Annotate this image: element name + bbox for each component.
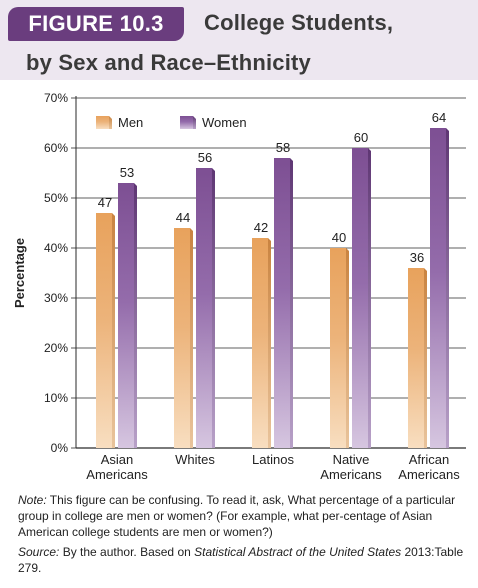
figure-title-line-1: College Students, [204,10,394,35]
men-legend-swatch [96,116,109,129]
men-bar-side [190,228,193,448]
note-paragraph: Note: This figure can be confusing. To r… [18,492,468,540]
data-label: 58 [276,140,290,155]
data-label: 47 [98,195,112,210]
data-label: 36 [410,250,424,265]
y-tick-label: 30% [44,291,68,305]
women-bar-side [134,183,137,448]
source-tail: 2013:Table 279. [18,545,464,575]
women-bar-side [368,148,371,448]
women-legend-label: Women [202,115,247,130]
category-label: Americans [320,467,382,482]
source-title: Statistical Abstract of the United State… [194,545,402,559]
data-label: 42 [254,220,268,235]
men-bar-side [112,213,115,448]
bar-chart: 0% 10% 20% 30% 40% 50% 60% 70% Percentage 47 53 Asi… [0,80,478,492]
women-bar-side [212,168,215,448]
women-bar [430,128,446,448]
chart-canvas: 0% 10% 20% 30% 40% 50% 60% 70% Percentage 47 53 Asi… [12,91,466,482]
women-legend-swatch [180,116,193,129]
note-label: Note: [18,493,47,507]
figure-number-label: FIGURE 10.3 [8,7,184,41]
y-tick-label: 70% [44,91,68,105]
y-tick-label: 20% [44,341,68,355]
men-bar [174,228,190,448]
data-label: 44 [176,210,190,225]
men-bar-side [268,238,271,448]
figure-title-line-2: by Sex and Race–Ethnicity [26,50,311,75]
legend-swatch-side [193,116,196,129]
men-legend-label: Men [118,115,143,130]
data-label: 53 [120,165,134,180]
category-label: Whites [175,452,215,467]
men-bar [252,238,268,448]
data-label: 56 [198,150,212,165]
category-label: Americans [86,467,148,482]
y-tick-label: 10% [44,391,68,405]
category-label: Native [333,452,370,467]
women-bar-side [446,128,449,448]
women-bar [274,158,290,448]
men-bar-side [424,268,427,448]
men-bar-side [346,248,349,448]
category-label: Latinos [252,452,294,467]
y-tick-label: 40% [44,241,68,255]
men-bar [96,213,112,448]
men-bar [408,268,424,448]
women-bar-side [290,158,293,448]
y-tick-label: 60% [44,141,68,155]
women-bar [118,183,134,448]
legend-swatch-side [109,116,112,129]
source-text: By the author. Based on [59,545,195,559]
y-tick-label: 0% [51,441,69,455]
y-tick-label: 50% [44,191,68,205]
title-band: FIGURE 10.3 College Students, by Sex and… [0,0,478,80]
source-label: Source: [18,545,60,559]
men-bar [330,248,346,448]
women-bar [196,168,212,448]
source-paragraph: Source: By the author. Based on Statisti… [18,544,468,576]
category-label: African [409,452,449,467]
y-axis-title: Percentage [12,238,27,308]
women-bar [352,148,368,448]
data-label: 64 [432,110,446,125]
category-label: Americans [398,467,460,482]
data-label: 60 [354,130,368,145]
data-label: 40 [332,230,346,245]
note-text: This figure can be confusing. To read it… [18,493,456,539]
figure-notes: Note: This figure can be confusing. To r… [18,492,468,576]
category-label: Asian [101,452,134,467]
